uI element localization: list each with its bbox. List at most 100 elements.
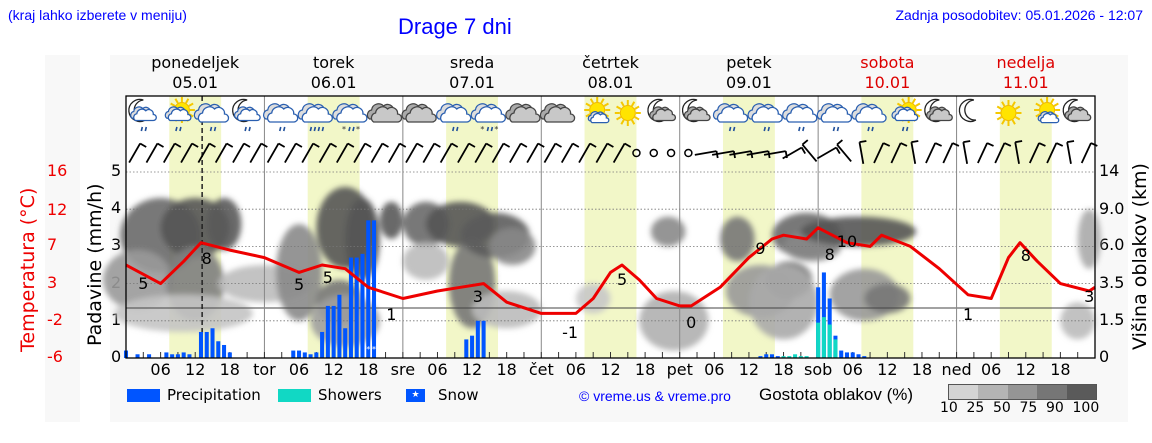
cloud-height-tick: 14 [1099,161,1120,180]
svg-text:5: 5 [323,268,333,287]
day-label-2: sreda 07.01 [407,53,537,93]
day-name: četrtek [582,53,639,72]
x-tick: 12 [323,360,344,379]
cloud-sleet-icon: * * [470,103,507,134]
svg-text:*: * [372,345,376,354]
precip-tick: 1 [111,309,122,329]
day-name: sreda [449,53,495,72]
chart-frame [125,95,1096,359]
cloud-height-tick: 9.0 [1099,199,1125,218]
copyright-link[interactable]: © vreme.us & vreme.pro [579,388,731,404]
day-date: 08.01 [587,73,634,92]
moon-icon [958,98,977,123]
x-tick: 12 [1015,360,1036,379]
svg-text:1: 1 [386,305,396,324]
density-tick: 10 [940,400,958,416]
day-date: 11.01 [1002,73,1049,92]
last-update: Zadnja posodobitev: 05.01.2026 - 12:07 [895,7,1143,23]
x-tick: 06 [150,360,171,379]
temperature-tick: 12 [47,200,68,219]
sun-small-cloud-icon [584,97,611,124]
svg-text:-1: -1 [562,323,578,342]
page-title: Drage 7 dni [398,14,512,39]
cloud-height-tick: 3.5 [1099,273,1125,292]
day-label-5: sobota 10.01 [822,53,952,93]
cloud-icon [505,103,541,123]
cloud-density-scale [948,384,1097,400]
sun-cloud-rain-icon [891,97,922,132]
cloud-heavy-rain-icon [297,103,333,132]
sun-small-cloud-icon [1034,97,1061,124]
x-tick: pet [666,360,693,379]
x-tick: 18 [496,360,517,379]
precipitation-bars: * * [123,220,867,358]
cloud-sleet-icon: * * [332,103,368,134]
x-tick: 06 [704,360,725,379]
density-tick: 75 [1019,400,1038,416]
moon-cloud-icon [1062,98,1092,123]
moon-cloud-icon [681,98,711,123]
x-tick: 12 [877,360,898,379]
day-label-6: nedelja 11.01 [961,53,1091,93]
moon-cloud-rain-icon [232,98,261,132]
x-tick: 06 [565,360,587,379]
day-name: petek [726,53,772,72]
day-date: 07.01 [449,73,495,92]
legend-precipitation-swatch [127,389,160,402]
x-tick: 18 [1050,360,1071,379]
cloud-height-tick: 0 [1099,347,1110,366]
svg-text:*: * [366,345,370,354]
daylight-bands [126,96,1095,358]
cloud-rain-icon [816,103,853,132]
cloud-rain-icon [436,103,472,132]
x-tick: 12 [461,360,483,379]
cloud-rain-icon [193,103,230,132]
day-date: 10.01 [864,73,911,92]
svg-text:5: 5 [617,270,627,289]
moon-cloud-rain-icon [128,98,157,132]
cloud-rain-icon [747,103,783,132]
x-tick: 18 [911,360,933,379]
x-tick: 06 [288,360,310,379]
density-tick: 50 [993,400,1011,416]
svg-text:3: 3 [1084,287,1094,306]
x-tick: čet [528,360,554,379]
svg-text:*: * [494,125,498,134]
svg-text:5: 5 [294,275,304,294]
x-tick: sob [804,360,833,379]
cloud-height-tick: 6.0 [1099,235,1125,254]
moon-cloud-icon [924,98,953,123]
svg-text:*: * [356,125,360,134]
temperature-axis-panel [45,55,80,422]
cloud-rain-icon [712,103,749,132]
day-name: ponedeljek [151,53,240,72]
day-name: torek [312,53,355,72]
density-tick: 90 [1046,400,1064,416]
sun-cloud-rain-icon [164,97,195,132]
cloud-density-title: Gostota oblakov (%) [759,385,914,404]
cloud-rain-icon [263,103,299,132]
precip-tick: 5 [111,161,122,180]
x-tick: 18 [358,360,379,379]
svg-text:10: 10 [837,232,857,251]
precip-tick: 0 [111,347,122,366]
snow-icon: ★ [406,389,425,402]
legend-showers-swatch [278,389,311,402]
svg-text:*: * [480,125,484,134]
weather-icons: * * * * [128,97,1092,134]
precip-tick: 4 [111,198,122,218]
cloud-icon [401,103,437,123]
svg-text:*: * [342,125,346,134]
svg-text:8: 8 [825,245,835,264]
wind-barbs [128,139,1098,164]
x-tick: 18 [773,360,794,379]
location-hint: (kraj lahko izberete v meniju) [8,7,187,23]
temperature-tick: -2 [47,310,63,329]
svg-text:8: 8 [202,249,212,268]
sun-icon [995,100,1022,126]
day-name: sobota [860,53,915,72]
density-tick: 25 [966,400,985,416]
day-date: 09.01 [726,73,772,92]
sun-icon [614,100,641,126]
